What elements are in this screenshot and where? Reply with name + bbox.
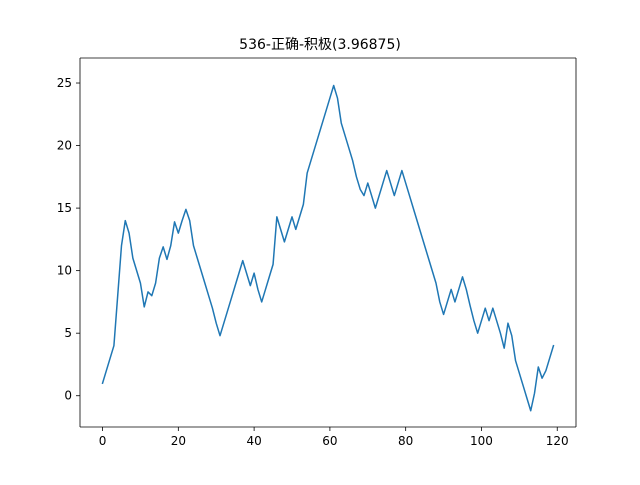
x-tick-label: 20 <box>171 434 186 448</box>
x-tick-label: 0 <box>99 434 107 448</box>
y-tick-label: 15 <box>57 201 72 215</box>
y-tick-label: 0 <box>64 389 72 403</box>
x-tick-label: 40 <box>246 434 261 448</box>
chart-title: 536-正确-积极(3.96875) <box>239 37 401 53</box>
x-tick-label: 120 <box>546 434 569 448</box>
y-tick-label: 10 <box>57 264 72 278</box>
y-tick-label: 5 <box>64 326 72 340</box>
y-tick-label: 20 <box>57 139 72 153</box>
y-tick-label: 25 <box>57 76 72 90</box>
x-tick-label: 80 <box>398 434 413 448</box>
x-tick-label: 100 <box>470 434 493 448</box>
series-line-0 <box>101 84 555 412</box>
x-tick-label: 60 <box>322 434 337 448</box>
